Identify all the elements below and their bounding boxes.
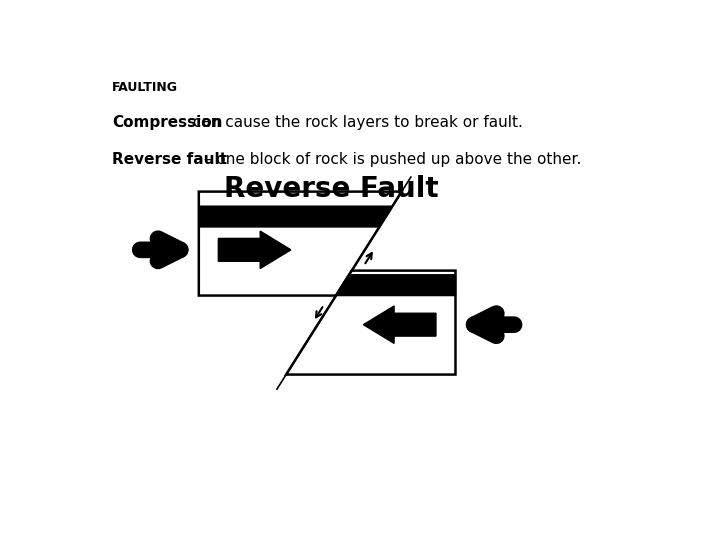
FancyArrow shape <box>364 306 436 343</box>
Polygon shape <box>286 271 456 375</box>
Text: Reverse fault: Reverse fault <box>112 152 228 167</box>
Polygon shape <box>199 192 402 295</box>
Text: – one block of rock is pushed up above the other.: – one block of rock is pushed up above t… <box>199 152 581 167</box>
Text: Compression: Compression <box>112 114 222 130</box>
Polygon shape <box>336 275 456 295</box>
Polygon shape <box>199 206 392 227</box>
FancyArrow shape <box>218 231 291 268</box>
Text: can cause the rock layers to break or fault.: can cause the rock layers to break or fa… <box>188 114 523 130</box>
Text: Reverse Fault: Reverse Fault <box>224 175 438 203</box>
Text: FAULTING: FAULTING <box>112 82 179 94</box>
